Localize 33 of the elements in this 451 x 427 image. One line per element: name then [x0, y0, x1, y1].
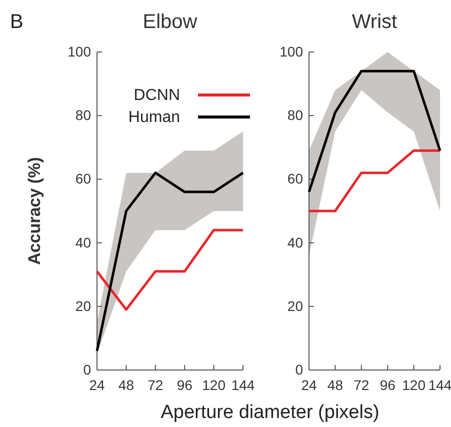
x-tick-label: 48: [327, 376, 344, 393]
x-tick-label: 24: [89, 376, 105, 393]
y-tick-label: 20: [287, 298, 304, 314]
y-tick-label: 20: [75, 298, 92, 314]
x-tick-label: 120: [402, 376, 426, 393]
x-tick-label: 24: [301, 376, 317, 393]
x-tick-label: 144: [231, 376, 255, 393]
y-tick-label: 100: [280, 43, 304, 60]
x-tick-label: 96: [380, 376, 396, 393]
x-tick-label: 72: [354, 376, 370, 393]
y-tick-label: 100: [68, 43, 92, 60]
y-tick-label: 40: [75, 234, 92, 250]
x-tick-label: 72: [148, 376, 164, 393]
legend-label: Human: [128, 109, 180, 126]
y-tick-label: 0: [295, 361, 304, 378]
x-axis-title: Aperture diameter (pixels): [160, 402, 380, 423]
x-tick-label: 120: [202, 376, 226, 393]
y-tick-label: 40: [287, 234, 304, 250]
legend-label: DCNN: [134, 87, 180, 104]
y-axis-title: Accuracy (%): [25, 157, 44, 265]
line-series: [308, 70, 442, 194]
x-tick-label: 144: [428, 376, 451, 393]
y-tick-label: 80: [75, 107, 92, 124]
y-tick-label: 60: [75, 170, 92, 187]
y-tick-label: 0: [83, 361, 92, 378]
chart-title: Wrist: [352, 11, 398, 33]
x-tick-label: 48: [118, 376, 134, 393]
y-tick-label: 80: [287, 107, 304, 124]
x-tick-label: 96: [176, 376, 193, 393]
chart-title: Elbow: [142, 11, 198, 33]
line-series: [96, 172, 244, 352]
y-tick-label: 60: [287, 170, 304, 187]
text: B: [10, 11, 24, 33]
